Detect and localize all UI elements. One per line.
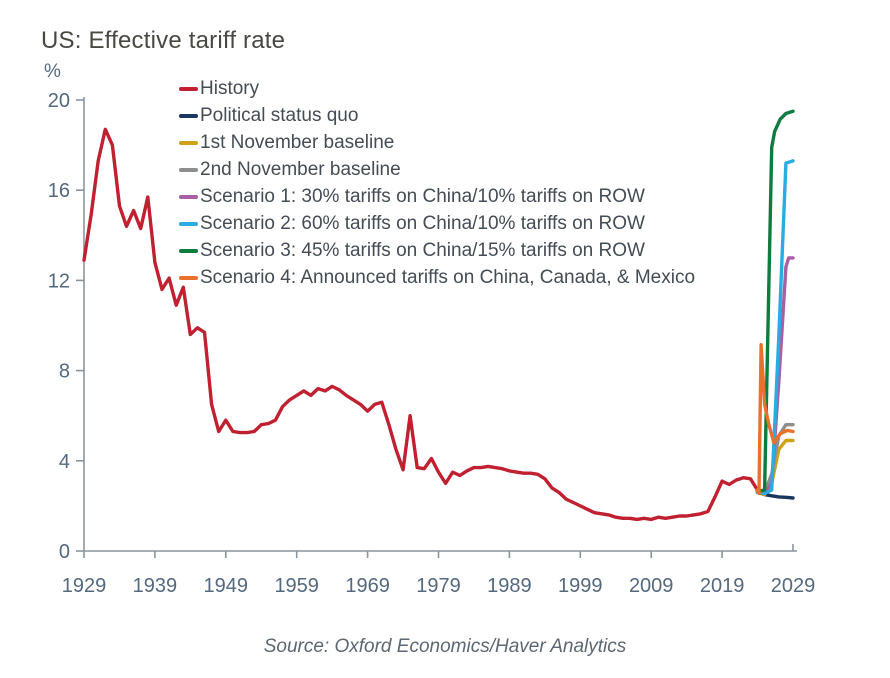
legend-swatch-scenario-1-30-tariffs-on-china-10-tariff (179, 194, 198, 199)
x-tick-label: 1979 (416, 575, 461, 597)
legend-item-history: History (179, 75, 695, 102)
legend: History Political status quo 1st November … (179, 75, 695, 291)
y-tick-label: 4 (59, 451, 70, 473)
chart-title: US: Effective tariff rate (41, 27, 286, 54)
legend-swatch-1st-november-baseline (179, 140, 198, 145)
legend-label-scenario-2-60-tariffs-on-china-10-tariff: Scenario 2: 60% tariffs on China/10% tar… (200, 213, 645, 234)
x-tick-label: 1939 (133, 575, 178, 597)
legend-item-2nd-november-baseline: 2nd November baseline (179, 156, 695, 183)
y-tick-label: 0 (59, 541, 70, 563)
x-tick-label: 2019 (700, 575, 745, 597)
legend-item-scenario-2-60-tariffs-on-china-10-tariff: Scenario 2: 60% tariffs on China/10% tar… (179, 210, 695, 237)
legend-swatch-scenario-3-45-tariffs-on-china-15-tariff (179, 248, 198, 253)
x-tick-label: 1989 (487, 575, 532, 597)
series-line-history (82, 127, 760, 522)
x-tick-label: 1959 (274, 575, 319, 597)
legend-label-political-status-quo: Political status quo (200, 105, 359, 126)
legend-item-scenario-4-announced-tariffs-on-china-ca: Scenario 4: Announced tariffs on China, … (179, 264, 695, 291)
y-tick-label: 8 (59, 361, 70, 383)
legend-swatch-history (179, 86, 198, 91)
x-tick-label: 1949 (204, 575, 249, 597)
source-note: Source: Oxford Economics/Haver Analytics (263, 636, 627, 657)
y-tick-label: 16 (48, 180, 70, 202)
legend-label-scenario-1-30-tariffs-on-china-10-tariff: Scenario 1: 30% tariffs on China/10% tar… (200, 186, 645, 207)
legend-label-scenario-3-45-tariffs-on-china-15-tariff: Scenario 3: 45% tariffs on China/15% tar… (200, 240, 645, 261)
legend-item-scenario-3-45-tariffs-on-china-15-tariff: Scenario 3: 45% tariffs on China/15% tar… (179, 237, 695, 264)
x-tick-label: 2009 (629, 575, 674, 597)
legend-swatch-2nd-november-baseline (179, 167, 198, 172)
legend-label-1st-november-baseline: 1st November baseline (200, 132, 395, 153)
y-tick-label: 20 (48, 90, 70, 112)
y-axis-unit-label: % (44, 61, 61, 82)
legend-label-2nd-november-baseline: 2nd November baseline (200, 159, 401, 180)
legend-swatch-scenario-4-announced-tariffs-on-china-ca (179, 275, 198, 280)
x-tick-label: 1999 (558, 575, 603, 597)
x-tick-label: 2029 (771, 575, 816, 597)
series-line-scenario-3-45-tariffs-on-china-15-tariff (755, 109, 795, 493)
legend-item-political-status-quo: Political status quo (179, 102, 695, 129)
x-tick-label: 1969 (345, 575, 390, 597)
legend-label-scenario-4-announced-tariffs-on-china-ca: Scenario 4: Announced tariffs on China, … (200, 267, 696, 288)
legend-item-1st-november-baseline: 1st November baseline (179, 129, 695, 156)
legend-swatch-scenario-2-60-tariffs-on-china-10-tariff (179, 221, 198, 226)
legend-swatch-political-status-quo (179, 113, 198, 118)
legend-label-history: History (200, 78, 260, 99)
series-line-scenario-4-announced-tariffs-on-china-ca (755, 343, 795, 496)
legend-item-scenario-1-30-tariffs-on-china-10-tariff: Scenario 1: 30% tariffs on China/10% tar… (179, 183, 695, 210)
x-tick-label: 1929 (62, 575, 107, 597)
y-tick-label: 12 (48, 270, 70, 292)
series-line-scenario-2-60-tariffs-on-china-10-tariff (755, 159, 795, 496)
